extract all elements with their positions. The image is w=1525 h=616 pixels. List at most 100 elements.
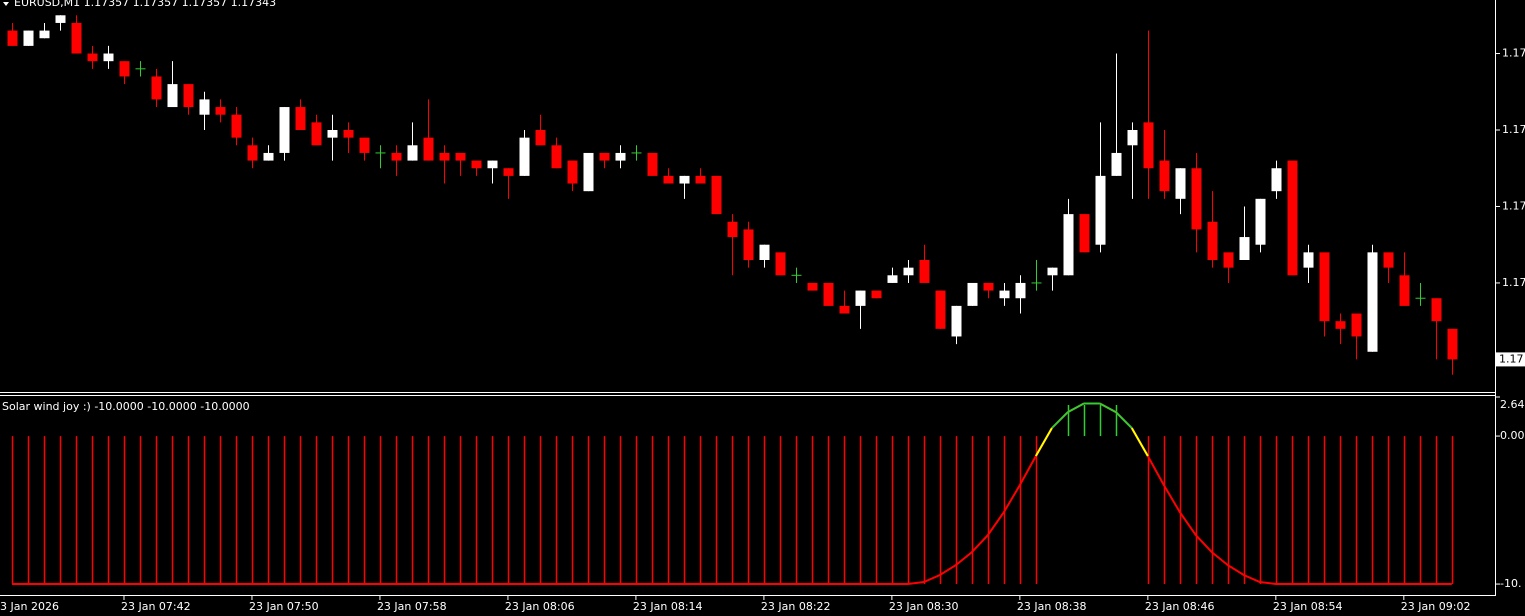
candle-body xyxy=(327,130,338,138)
candle-body xyxy=(1111,152,1122,176)
candle-body xyxy=(103,53,114,62)
candle-body xyxy=(1255,198,1266,245)
x-tick-label: 23 Jan 08:46 xyxy=(1145,600,1215,613)
candle-body xyxy=(455,152,466,161)
candle-body xyxy=(1367,252,1378,352)
candle-body xyxy=(87,53,98,62)
x-tick-label: 23 Jan 08:22 xyxy=(761,600,831,613)
candle-body xyxy=(311,122,322,146)
candle-body xyxy=(855,290,866,306)
candle-body xyxy=(1047,267,1058,276)
candle-body xyxy=(1095,175,1106,245)
candle-body xyxy=(1383,252,1394,268)
candle-body xyxy=(391,152,402,161)
candle-body xyxy=(471,160,482,169)
x-tick-label: 23 Jan 2026 xyxy=(0,600,59,613)
candle-body xyxy=(519,137,530,176)
x-tick-label: 23 Jan 08:54 xyxy=(1273,600,1343,613)
candle-body xyxy=(823,282,834,306)
candle-body xyxy=(551,145,562,169)
candle-body xyxy=(871,290,882,299)
candle-body xyxy=(679,175,690,184)
candle-body xyxy=(215,107,226,115)
x-tick-label: 23 Jan 08:06 xyxy=(505,600,575,613)
candle-body xyxy=(423,137,434,161)
candle-body xyxy=(695,175,706,184)
candle-body xyxy=(743,229,754,260)
candle-body xyxy=(1063,214,1074,276)
candle-body xyxy=(1079,214,1090,253)
candle-body xyxy=(1431,298,1442,322)
candle-body xyxy=(983,282,994,291)
candle-body xyxy=(663,175,674,184)
candle-body xyxy=(839,305,850,314)
candle-body xyxy=(1015,282,1026,299)
candle-body xyxy=(615,152,626,161)
indicator-line-segment xyxy=(1115,411,1133,429)
y-tick-label: 1.17 xyxy=(1502,47,1525,60)
indicator-line-segment xyxy=(1099,402,1117,413)
candle-body xyxy=(1159,160,1170,192)
indicator-line-segment xyxy=(1051,411,1069,429)
candle-body xyxy=(951,305,962,337)
candle-body xyxy=(647,152,658,176)
candle-body xyxy=(439,152,450,161)
candle-body xyxy=(887,275,898,283)
candle-body xyxy=(1271,168,1282,192)
candle-body xyxy=(775,252,786,276)
candle-body xyxy=(359,137,370,153)
x-tick-label: 23 Jan 08:30 xyxy=(889,600,959,613)
candle-body xyxy=(1287,160,1298,276)
y-tick-label: 2.64 xyxy=(1500,398,1525,411)
indicator-line xyxy=(12,402,1452,585)
candle-body xyxy=(263,152,274,161)
indicator-line-segment xyxy=(1034,427,1053,457)
candle-body xyxy=(279,107,290,153)
candle-body xyxy=(1239,237,1250,260)
candle-body xyxy=(199,99,210,115)
candle-body xyxy=(967,282,978,306)
x-tick-label: 23 Jan 07:58 xyxy=(377,600,447,613)
candle-body xyxy=(487,160,498,169)
candle-body xyxy=(727,221,738,238)
indicator-title: Solar wind joy :) -10.0000 -10.0000 -10.… xyxy=(2,400,250,413)
candle-body xyxy=(1127,130,1138,146)
candle-body xyxy=(1191,168,1202,230)
y-tick-label: 1.17 xyxy=(1502,199,1525,212)
y-tick-label: 0.00 xyxy=(1500,429,1525,442)
x-tick-label: 23 Jan 08:38 xyxy=(1017,600,1087,613)
candle-body xyxy=(247,145,258,161)
candle-body xyxy=(1447,328,1458,360)
indicator-line-segment xyxy=(1130,427,1149,457)
candle-body xyxy=(599,152,610,161)
candle-body xyxy=(23,30,34,46)
symbol-marker xyxy=(3,2,9,6)
candle-body xyxy=(535,130,546,146)
y-tick-label: -10. xyxy=(1500,577,1521,590)
candle-body xyxy=(295,107,306,130)
candle-body xyxy=(39,30,50,39)
x-tick-label: 23 Jan 09:02 xyxy=(1401,600,1471,613)
x-tick-label: 23 Jan 07:50 xyxy=(249,600,319,613)
candle-body xyxy=(7,30,18,46)
indicator-line-segment xyxy=(1067,402,1085,413)
candle-body xyxy=(1303,252,1314,268)
candle-body xyxy=(343,130,354,138)
chart-header: EURUSD,M1 1.17357 1.17357 1.17357 1.1734… xyxy=(14,0,276,9)
candle-body xyxy=(55,15,66,23)
candle-body xyxy=(1319,252,1330,322)
candle-body xyxy=(759,244,770,260)
candle-body xyxy=(1143,122,1154,169)
candle-body xyxy=(1351,313,1362,337)
candle-body xyxy=(119,61,130,77)
price-label: 1.17 xyxy=(1499,352,1524,365)
candle-body xyxy=(151,76,162,100)
candle-body xyxy=(935,290,946,329)
candle-body xyxy=(711,175,722,215)
y-tick-label: 1.17 xyxy=(1502,123,1525,136)
candle-body xyxy=(903,267,914,276)
x-tick-label: 23 Jan 08:14 xyxy=(633,600,703,613)
candle-body xyxy=(183,84,194,108)
